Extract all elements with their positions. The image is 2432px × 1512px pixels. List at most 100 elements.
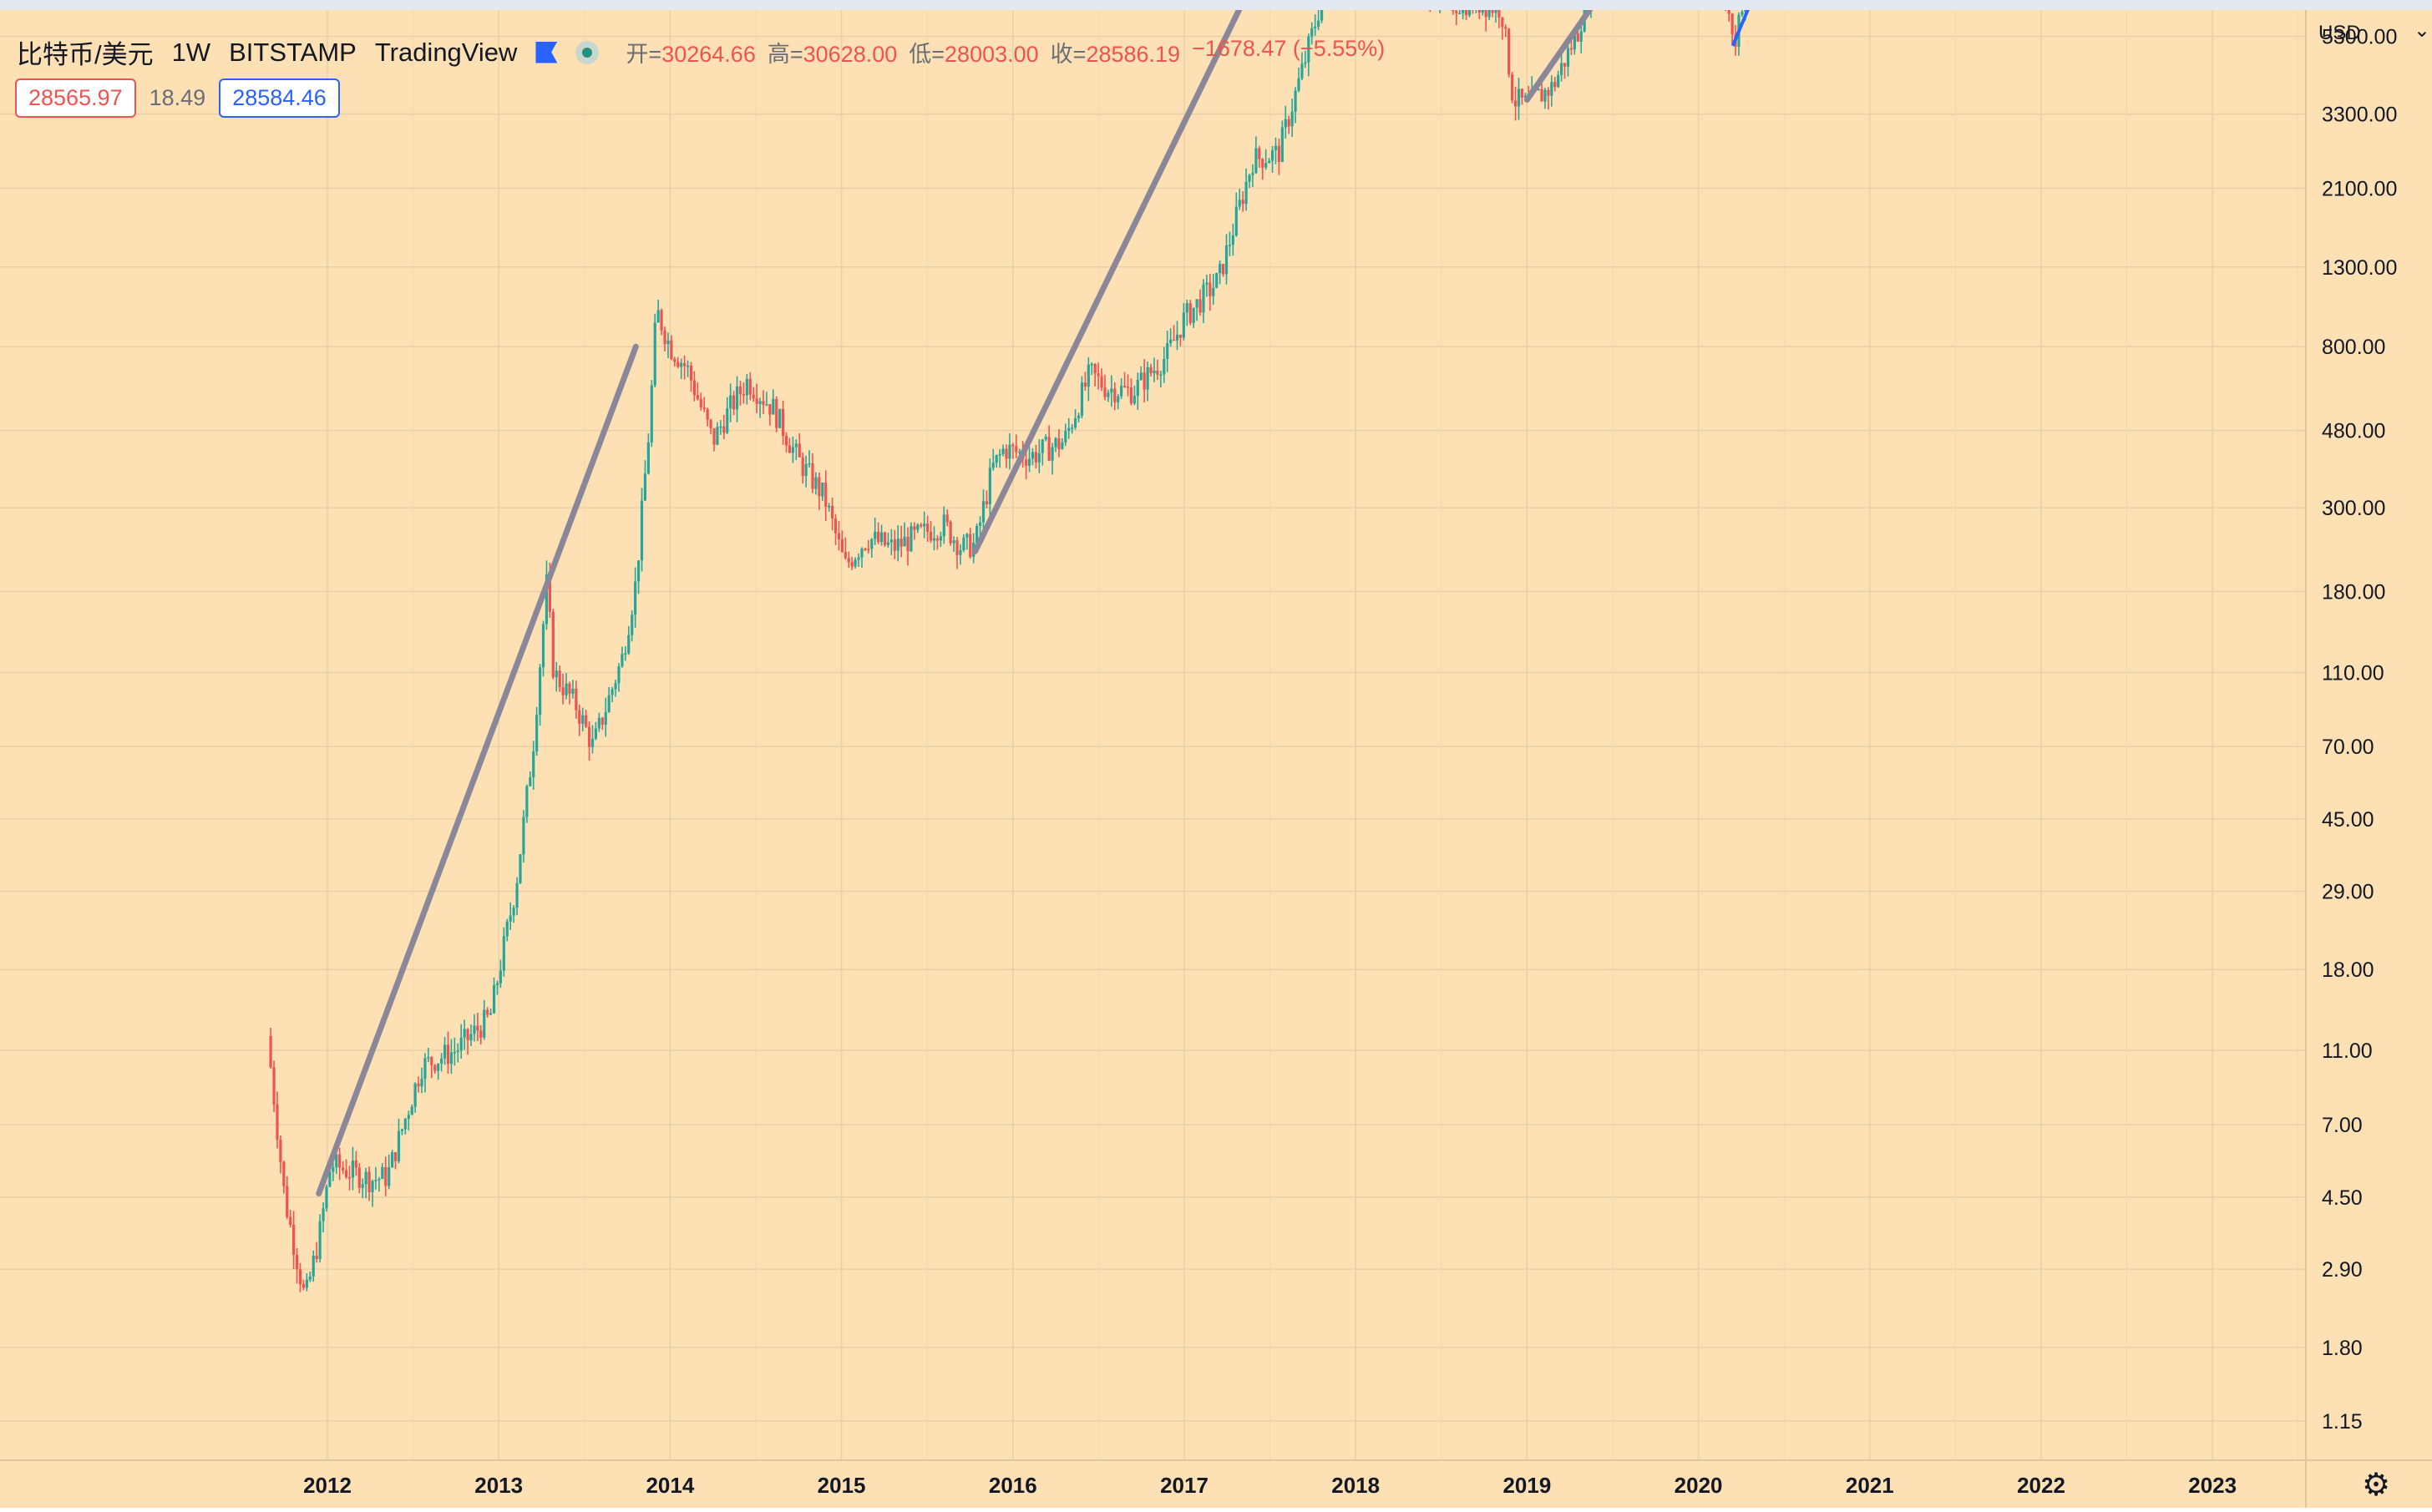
candle-up-body bbox=[1294, 90, 1297, 112]
candle-up-body bbox=[988, 468, 991, 504]
candle-down-body bbox=[663, 330, 666, 345]
candle-down-body bbox=[768, 404, 772, 415]
candle-up-body bbox=[952, 540, 955, 544]
candle-up-body bbox=[903, 536, 906, 547]
candle-down-body bbox=[561, 687, 565, 695]
candle-up-body bbox=[854, 559, 857, 567]
candle-down-body bbox=[1005, 448, 1008, 459]
candle-up-body bbox=[1027, 458, 1031, 466]
buy-price-button[interactable]: 28584.46 bbox=[219, 78, 340, 118]
candle-down-body bbox=[660, 310, 663, 331]
candle-down-body bbox=[393, 1152, 398, 1161]
candle-down-body bbox=[1241, 200, 1244, 205]
candle-down-body bbox=[1553, 82, 1557, 88]
candle-up-body bbox=[726, 408, 729, 433]
open-value: 30264.66 bbox=[661, 42, 756, 67]
time-tick-label: 2022 bbox=[2017, 1473, 2065, 1498]
candle-up-body bbox=[814, 477, 818, 489]
candle-up-body bbox=[1251, 172, 1254, 175]
candle-down-body bbox=[883, 532, 887, 545]
market-status-icon[interactable] bbox=[575, 40, 600, 64]
candle-up-body bbox=[1074, 418, 1077, 428]
candle-down-body bbox=[1540, 88, 1543, 102]
candle-up-body bbox=[453, 1052, 456, 1054]
sell-price-button[interactable]: 28565.97 bbox=[15, 78, 136, 118]
candle-up-body bbox=[459, 1037, 463, 1051]
candle-down-body bbox=[732, 395, 736, 410]
price-axis[interactable]: USD ⌄ 150000.0090000.0058000.0035500.002… bbox=[2305, 10, 2432, 1459]
candle-up-body bbox=[962, 537, 965, 550]
gear-icon[interactable]: ⚙ bbox=[2362, 1468, 2391, 1503]
candle-up-body bbox=[1224, 245, 1229, 275]
candle-up-body bbox=[456, 1050, 459, 1053]
candle-up-body bbox=[1458, 13, 1462, 15]
candle-up-body bbox=[1215, 273, 1219, 288]
time-tick-label: 2023 bbox=[2188, 1473, 2237, 1498]
candles bbox=[269, 10, 1747, 1292]
chart-plot-area[interactable]: BTCUSD MS 比特币/美元 1W BITSTAMP TradingView… bbox=[0, 10, 2305, 1459]
candle-up-body bbox=[403, 1119, 407, 1130]
candle-up-body bbox=[1054, 437, 1057, 448]
candle-up-body bbox=[529, 776, 532, 786]
candle-down-body bbox=[945, 514, 949, 523]
candle-down-body bbox=[282, 1161, 286, 1186]
candle-up-body bbox=[991, 463, 995, 468]
candle-down-body bbox=[272, 1067, 276, 1105]
candle-down-body bbox=[1484, 10, 1487, 18]
candle-up-body bbox=[332, 1167, 335, 1172]
candle-down-body bbox=[292, 1225, 296, 1255]
candle-down-body bbox=[692, 380, 697, 396]
candle-down-body bbox=[1491, 10, 1494, 13]
candle-up-body bbox=[1304, 62, 1307, 64]
candle-up-body bbox=[495, 983, 499, 985]
candle-down-body bbox=[575, 688, 578, 710]
candle-down-body bbox=[1277, 145, 1281, 162]
time-axis[interactable]: 2012 2013 2014 2015 2016 2017 2018 2019 2020 2021… bbox=[0, 1459, 2305, 1508]
candle-up-body bbox=[1467, 10, 1472, 16]
flag-icon[interactable] bbox=[535, 41, 558, 63]
time-tick-label: 2020 bbox=[1675, 1473, 1723, 1498]
candle-down-body bbox=[1507, 28, 1511, 75]
candle-up-body bbox=[1117, 396, 1120, 402]
candle-down-body bbox=[955, 540, 959, 555]
candle-down-body bbox=[840, 539, 844, 553]
candle-down-body bbox=[935, 538, 940, 541]
candle-down-body bbox=[1464, 10, 1468, 16]
candle-down-body bbox=[347, 1176, 352, 1179]
candle-down-body bbox=[1097, 373, 1100, 377]
candle-up-body bbox=[1120, 386, 1123, 397]
chart-svg[interactable]: BTCUSD MS bbox=[0, 10, 2305, 1459]
candle-down-body bbox=[844, 552, 847, 559]
candle-down-body bbox=[850, 562, 854, 567]
candle-up-body bbox=[978, 522, 982, 527]
candle-up-body bbox=[886, 542, 890, 545]
candle-up-body bbox=[449, 1052, 453, 1064]
candle-down-body bbox=[913, 526, 916, 530]
symbol-name[interactable]: 比特币/美元 bbox=[17, 40, 154, 69]
ohlc-values: 开=30264.66 高=30628.00 低=28003.00 收=28586… bbox=[626, 36, 1385, 68]
candle-down-body bbox=[1123, 386, 1127, 387]
chevron-down-icon[interactable]: ⌄ bbox=[2413, 19, 2430, 42]
candle-up-body bbox=[680, 363, 683, 367]
candle-down-body bbox=[479, 1030, 483, 1038]
candle-down-body bbox=[568, 683, 571, 694]
candle-up-body bbox=[607, 695, 611, 712]
candle-up-body bbox=[1044, 437, 1047, 440]
candle-down-body bbox=[689, 365, 693, 381]
candle-up-body bbox=[413, 1083, 417, 1107]
interval-label[interactable]: 1W bbox=[171, 37, 211, 67]
candle-up-body bbox=[1290, 111, 1294, 127]
candle-down-body bbox=[1520, 88, 1524, 98]
currency-selector[interactable]: USD bbox=[2318, 22, 2361, 44]
candle-up-body bbox=[1182, 312, 1185, 338]
candle-up-body bbox=[1067, 427, 1071, 432]
candle-down-body bbox=[1093, 364, 1097, 374]
candle-up-body bbox=[1202, 284, 1205, 313]
change-value: −1678.47 (−5.55%) bbox=[1192, 36, 1386, 61]
candle-up-body bbox=[1195, 299, 1198, 308]
candle-up-body bbox=[443, 1044, 447, 1059]
candle-down-body bbox=[706, 408, 709, 420]
candle-down-body bbox=[1149, 367, 1153, 374]
candle-up-body bbox=[1169, 339, 1173, 344]
candle-up-body bbox=[391, 1152, 394, 1168]
